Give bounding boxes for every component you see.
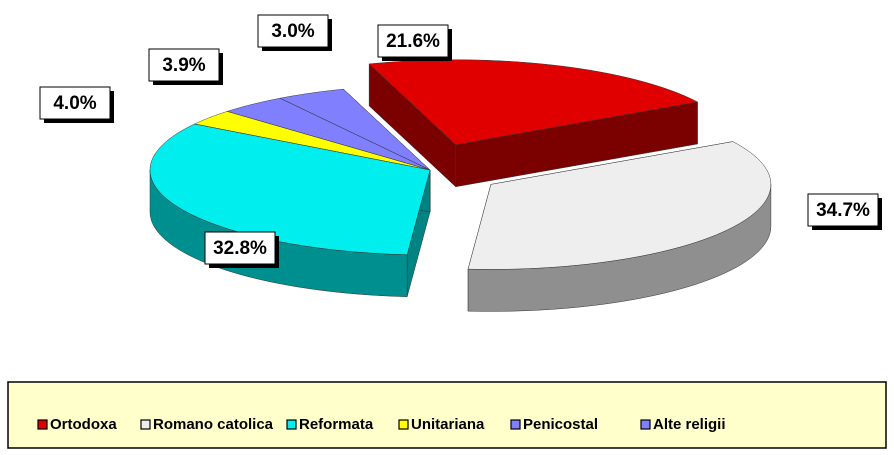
value-labels: 21.6% 34.7% 32.8% 3.0% 3.9% 4.0% [39, 14, 882, 268]
label-box [39, 86, 111, 120]
slice-top [193, 111, 431, 171]
legend-label: Romano catolica [153, 416, 274, 433]
value-label: 3.9% [162, 55, 205, 76]
slice-top [279, 88, 431, 171]
value-label: 3.0% [271, 21, 314, 42]
value-label: 34.7% [816, 200, 870, 221]
label-box [807, 193, 879, 227]
pie [149, 59, 772, 312]
legend-label: Ortodoxa [50, 416, 117, 433]
slice-top [149, 123, 431, 255]
legend-swatch [510, 419, 521, 430]
slice-top [226, 97, 431, 171]
legend-label: Reformata [299, 416, 374, 433]
label-box [148, 48, 220, 82]
legend-swatch [640, 419, 651, 430]
legend-swatch [286, 419, 297, 430]
value-label: 4.0% [53, 93, 96, 114]
slice [467, 141, 772, 312]
slice [368, 59, 699, 188]
label-box [377, 24, 449, 58]
legend: Ortodoxa Romano catolica Reformata Unitaria… [37, 416, 726, 433]
legend-label: Penicostal [523, 416, 598, 433]
label-box [257, 14, 329, 48]
value-label: 21.6% [386, 31, 440, 52]
legend-swatch [37, 419, 48, 430]
legend-swatch [140, 419, 151, 430]
label-box [204, 231, 276, 265]
legend-box [7, 381, 887, 449]
legend-swatch [398, 419, 409, 430]
value-label: 32.8% [213, 238, 267, 259]
slice-top [467, 141, 772, 270]
legend-label: Alte religii [653, 416, 726, 433]
legend-label: Unitariana [411, 416, 485, 433]
